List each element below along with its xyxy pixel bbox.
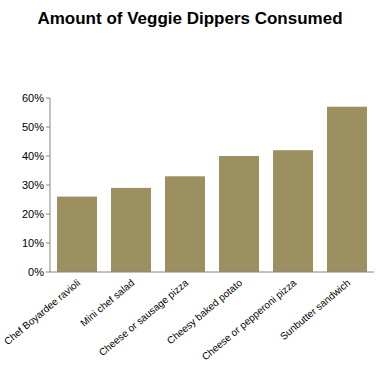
bars [57, 107, 367, 272]
y-tick-label: 10% [22, 237, 44, 249]
title: Amount of Veggie Dippers Consumed [37, 9, 342, 28]
y-tick [46, 214, 50, 215]
y-tick-label: 0% [28, 266, 44, 278]
y-tick [46, 185, 50, 186]
y-tick-label: 30% [22, 179, 44, 191]
x-tick-label: Chef Boyardee ravioli [2, 277, 82, 347]
chart: Amount of Veggie Dippers Consumed 0% 10% 20… [0, 0, 378, 380]
y-tick [46, 243, 50, 244]
bar [327, 107, 367, 272]
x-tick-label: Mini chef salad [78, 277, 136, 328]
y-tick [46, 156, 50, 157]
y-tick-label: 40% [22, 150, 44, 162]
y-tick [46, 98, 50, 99]
y-tick-label: 50% [22, 121, 44, 133]
y-tick-label: 60% [22, 92, 44, 104]
bar [165, 176, 205, 272]
bar [111, 188, 151, 272]
bar [219, 156, 259, 272]
x-axis [50, 272, 374, 273]
y-tick [46, 272, 50, 273]
x-tick-label: Sunbutter sandwich [278, 277, 352, 342]
y-tick-label: 20% [22, 208, 44, 220]
x-tick-label: Cheese or sausage pizza [97, 277, 191, 358]
bar [273, 150, 313, 272]
y-tick [46, 127, 50, 128]
x-tick-label: Cheese or pepperoni pizza [200, 277, 299, 363]
bar [57, 197, 97, 272]
